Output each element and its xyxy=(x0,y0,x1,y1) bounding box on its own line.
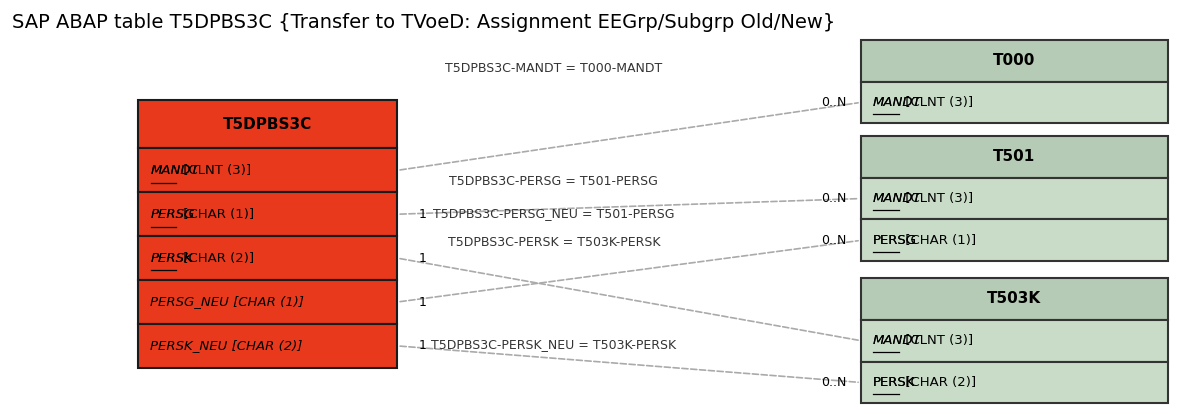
Text: T5DPBS3C-PERSG_NEU = T501-PERSG: T5DPBS3C-PERSG_NEU = T501-PERSG xyxy=(433,206,674,220)
Text: PERSG: PERSG xyxy=(873,234,917,247)
Bar xyxy=(138,192,397,236)
Text: [CLNT (3)]: [CLNT (3)] xyxy=(902,96,974,109)
Bar xyxy=(861,362,1168,403)
Text: MANDT: MANDT xyxy=(873,96,921,109)
Text: 1: 1 xyxy=(419,339,427,352)
Text: T5DPBS3C-PERSG = T501-PERSG: T5DPBS3C-PERSG = T501-PERSG xyxy=(449,175,659,189)
Bar xyxy=(861,178,1168,219)
Text: T503K: T503K xyxy=(987,291,1041,306)
Bar xyxy=(138,324,397,368)
Text: T000: T000 xyxy=(993,53,1035,68)
Bar xyxy=(861,219,1168,261)
Text: [CHAR (1)]: [CHAR (1)] xyxy=(902,234,976,247)
Text: [CLNT (3)]: [CLNT (3)] xyxy=(179,164,252,177)
Text: [CHAR (2)]: [CHAR (2)] xyxy=(902,376,976,389)
Text: SAP ABAP table T5DPBS3C {Transfer to TVoeD: Assignment EEGrp/Subgrp Old/New}: SAP ABAP table T5DPBS3C {Transfer to TVo… xyxy=(12,13,836,31)
Text: MANDT: MANDT xyxy=(873,192,921,205)
Text: MANDT: MANDT xyxy=(150,164,199,177)
Bar xyxy=(138,236,397,280)
Text: PERSG: PERSG xyxy=(150,208,195,221)
Text: 0..N: 0..N xyxy=(821,96,846,109)
Text: PERSG_NEU [CHAR (1)]: PERSG_NEU [CHAR (1)] xyxy=(150,296,305,308)
Bar xyxy=(861,40,1168,82)
Text: PERSG: PERSG xyxy=(873,234,917,247)
Text: T5DPBS3C-MANDT = T000-MANDT: T5DPBS3C-MANDT = T000-MANDT xyxy=(445,62,662,76)
Text: [CLNT (3)]: [CLNT (3)] xyxy=(902,192,974,205)
Text: [CLNT (3)]: [CLNT (3)] xyxy=(902,334,974,347)
Text: PERSK_NEU [CHAR (2)]: PERSK_NEU [CHAR (2)] xyxy=(150,339,303,352)
Text: PERSK: PERSK xyxy=(150,252,194,265)
Text: MANDT: MANDT xyxy=(873,192,921,205)
Bar xyxy=(138,148,397,192)
Text: MANDT: MANDT xyxy=(873,96,921,109)
Text: 0..N: 0..N xyxy=(821,376,846,389)
Text: 1: 1 xyxy=(419,208,427,221)
Bar xyxy=(861,278,1168,320)
Text: T501: T501 xyxy=(993,149,1035,164)
Text: 0..N: 0..N xyxy=(821,234,846,247)
Text: MANDT: MANDT xyxy=(873,334,921,347)
Text: T5DPBS3C: T5DPBS3C xyxy=(223,117,313,132)
Text: [CHAR (1)]: [CHAR (1)] xyxy=(179,208,254,221)
Bar xyxy=(138,280,397,324)
Bar xyxy=(138,100,397,148)
Text: MANDT: MANDT xyxy=(150,164,199,177)
Bar xyxy=(861,320,1168,362)
Text: T5DPBS3C-PERSK = T503K-PERSK: T5DPBS3C-PERSK = T503K-PERSK xyxy=(448,236,660,249)
Text: 0..N: 0..N xyxy=(821,192,846,205)
Text: PERSK: PERSK xyxy=(150,252,194,265)
Bar xyxy=(861,82,1168,123)
Text: [CHAR (2)]: [CHAR (2)] xyxy=(179,252,254,265)
Text: PERSG: PERSG xyxy=(150,208,195,221)
Text: 1: 1 xyxy=(419,252,427,265)
Text: 1: 1 xyxy=(419,296,427,308)
Text: T5DPBS3C-PERSK_NEU = T503K-PERSK: T5DPBS3C-PERSK_NEU = T503K-PERSK xyxy=(431,338,677,352)
Text: MANDT: MANDT xyxy=(873,334,921,347)
Text: PERSK: PERSK xyxy=(873,376,915,389)
Bar xyxy=(861,136,1168,178)
Text: PERSK: PERSK xyxy=(873,376,915,389)
